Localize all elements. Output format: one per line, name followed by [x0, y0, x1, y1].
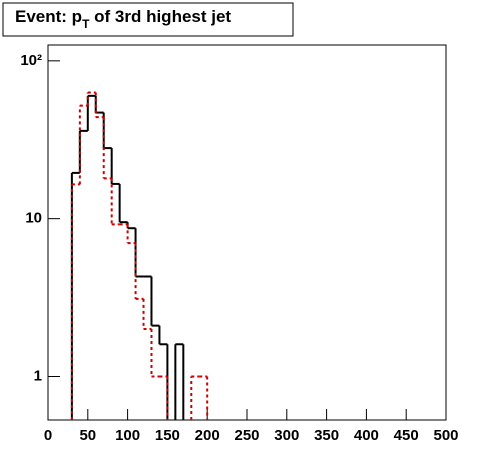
x-tick-label: 400	[354, 427, 379, 444]
title-subscript: T	[82, 17, 90, 31]
chart-title: Event: pT of 3rd highest jet	[15, 7, 231, 31]
x-tick-label: 50	[79, 427, 96, 444]
x-tick-label: 250	[234, 427, 259, 444]
y-tick-label: 10²	[20, 52, 42, 69]
x-tick-label: 450	[394, 427, 419, 444]
x-tick-label: 150	[155, 427, 180, 444]
x-tick-label: 300	[274, 427, 299, 444]
x-tick-label: 0	[44, 427, 52, 444]
x-tick-label: 350	[314, 427, 339, 444]
title-box	[2, 2, 294, 37]
x-tick-label: 200	[195, 427, 220, 444]
y-tick-label: 1	[34, 367, 42, 384]
y-tick-label: 10	[25, 210, 42, 227]
title-part: of 3rd highest jet	[89, 7, 231, 26]
x-tick-label: 500	[433, 427, 458, 444]
x-tick-label: 100	[115, 427, 140, 444]
title-part: Event: p	[15, 7, 82, 26]
